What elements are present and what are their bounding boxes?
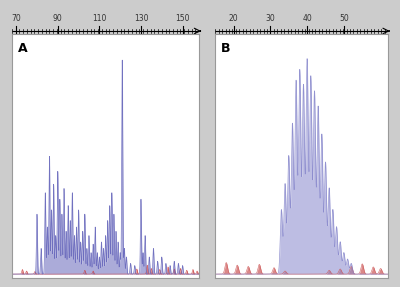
Text: 40: 40	[302, 14, 312, 23]
Text: 50: 50	[339, 14, 349, 23]
Text: 130: 130	[134, 14, 148, 23]
Text: B: B	[220, 42, 230, 55]
Text: 70: 70	[11, 14, 21, 23]
Text: 150: 150	[175, 14, 190, 23]
Text: 30: 30	[266, 14, 275, 23]
Text: A: A	[18, 42, 27, 55]
Text: 20: 20	[229, 14, 238, 23]
Text: 90: 90	[53, 14, 63, 23]
Text: 110: 110	[92, 14, 106, 23]
